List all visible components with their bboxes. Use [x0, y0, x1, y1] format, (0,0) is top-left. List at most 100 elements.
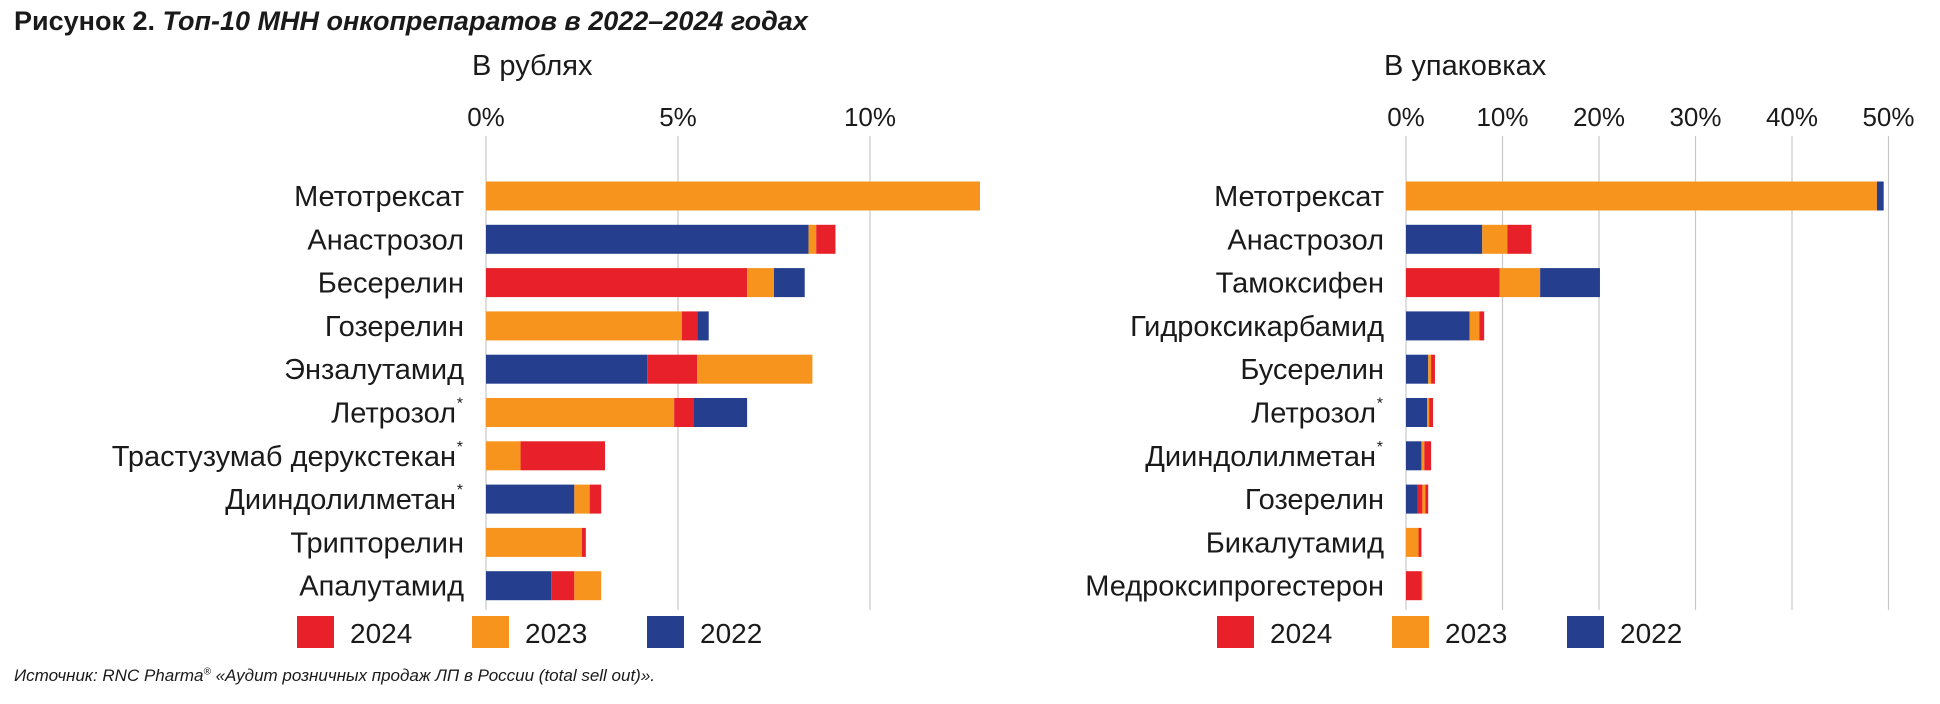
rub-bar-segment-2024	[589, 484, 602, 514]
pack-bar-segment-2024	[1425, 484, 1429, 514]
pack-tick-label: 0%	[1387, 102, 1425, 132]
pack-category-label: Бикалутамид	[1206, 527, 1384, 559]
rub-bar-segment-2024	[816, 224, 836, 254]
rub-bar-segment-2022	[486, 224, 809, 254]
pack-bar-segment-2022	[1406, 354, 1429, 384]
pack-category-label: Летрозол	[1251, 398, 1376, 430]
rub-category-label: Энзалутамид	[284, 354, 464, 386]
rub-category-asterisk: *	[457, 482, 463, 499]
pack-bar-segment-2023	[1421, 441, 1425, 471]
rub-category-label: Апалутамид	[299, 571, 464, 603]
pack-bar-segment-2022	[1406, 398, 1428, 427]
pack-tick-label: 50%	[1862, 102, 1914, 132]
pack-bar-segment-2022	[1406, 441, 1422, 471]
pack-legend-swatch-2024	[1217, 616, 1254, 648]
pack-bar-segment-2024	[1406, 571, 1422, 601]
figure-number: Рисунок 2.	[14, 6, 155, 36]
pack-bar-segment-2022	[1540, 268, 1600, 298]
chart-packages: В упаковках 0% 10% 20% 30% 40% 50% Метотрексат…	[940, 40, 1930, 660]
pack-bar-segment-2024	[1431, 354, 1435, 384]
rub-bar-segment-2023	[574, 484, 590, 514]
rub-category-label: Гозерелин	[325, 311, 464, 343]
chart-packages-svg: 0% 10% 20% 30% 40% 50% Метотрексат Анастрозол Та…	[1085, 102, 1914, 649]
pack-bar-segment-2023	[1406, 181, 1877, 211]
rub-legend-swatch-2024	[297, 616, 334, 648]
chart-rubles: В рублях 0%5%10%15%20%25%МетотрексатАнас…	[0, 40, 980, 660]
pack-bar-segment-2024	[1406, 268, 1500, 298]
source-rest: «Аудит розничных продаж ЛП в России (tot…	[210, 666, 656, 685]
pack-legend-swatch-2022	[1567, 616, 1604, 648]
pack-category-label: Бусерелин	[1240, 354, 1384, 386]
pack-bar-segment-2023	[1427, 398, 1430, 427]
pack-category-label: Дииндолилметан	[1145, 441, 1376, 473]
rub-category-label: Трипторелин	[290, 527, 464, 559]
pack-bar-segment-2022	[1406, 484, 1418, 514]
rub-bar-segment-2022	[693, 398, 748, 427]
pack-category-asterisk: *	[1377, 439, 1383, 456]
rub-legend-swatch-2022	[647, 616, 684, 648]
source-note: Источник: RNC Pharma® «Аудит розничных п…	[14, 666, 655, 686]
rub-legend-label-2023: 2023	[525, 618, 587, 649]
pack-bar-segment-2024	[1507, 224, 1532, 254]
rub-tick-label: 5%	[659, 102, 697, 132]
rub-bar-segment-2023	[486, 398, 675, 427]
pack-category-label: Гидроксикарбамид	[1130, 311, 1384, 343]
pack-bar-segment-2023	[1469, 311, 1480, 341]
pack-bar-segment-2022	[1876, 181, 1884, 211]
pack-bar-segment-2022	[1406, 224, 1483, 254]
pack-bar-segment-2022	[1406, 311, 1470, 341]
rub-legend-swatch-2023	[472, 616, 509, 648]
rub-bar-segment-2023	[486, 311, 682, 341]
rub-bar-segment-2024	[551, 571, 575, 601]
pack-bar-segment-2024	[1429, 398, 1434, 427]
rub-bar-segment-2022	[486, 354, 648, 384]
rub-bar-segment-2022	[697, 311, 709, 341]
pack-tick-label: 10%	[1476, 102, 1528, 132]
rub-bar-segment-2023	[486, 527, 582, 557]
pack-bar-segment-2024	[1424, 441, 1432, 471]
pack-bar-segment-2024	[1418, 527, 1422, 557]
figure-title-text: Топ-10 МНН онкопрепаратов в 2022–2024 го…	[162, 6, 808, 36]
rub-bar-segment-2023	[486, 181, 980, 211]
rub-bar-segment-2024	[582, 527, 586, 557]
rub-bar-segment-2024	[647, 354, 698, 384]
pack-legend-label-2023: 2023	[1445, 618, 1507, 649]
pack-legend-swatch-2023	[1392, 616, 1429, 648]
rub-bar-segment-2024	[520, 441, 606, 471]
rub-bar-segment-2024	[681, 311, 698, 341]
registered-mark: ®	[203, 666, 211, 678]
rub-category-label: Анастрозол	[307, 224, 464, 256]
rub-bar-segment-2023	[808, 224, 817, 254]
rub-category-label: Бесерелин	[318, 268, 464, 300]
pack-category-label: Метотрексат	[1214, 181, 1384, 213]
rub-bar-segment-2023	[574, 571, 602, 601]
rub-tick-label: 10%	[844, 102, 896, 132]
rub-bar-segment-2023	[747, 268, 774, 298]
rub-category-asterisk: *	[457, 396, 463, 413]
rub-bar-segment-2022	[486, 571, 552, 601]
rub-bar-segment-2024	[674, 398, 694, 427]
rub-bar-segment-2024	[486, 268, 748, 298]
pack-category-asterisk: *	[1377, 396, 1383, 413]
chart-rubles-svg: 0%5%10%15%20%25%МетотрексатАнастрозолБес…	[112, 102, 980, 649]
rub-bar-segment-2022	[774, 268, 805, 298]
pack-bar-segment-2023	[1428, 354, 1432, 384]
rub-bar-segment-2023	[697, 354, 813, 384]
rub-category-label: Метотрексат	[294, 181, 464, 213]
chart-packages-title: В упаковках	[1384, 50, 1547, 82]
pack-bar-segment-2024	[1417, 484, 1423, 514]
rub-category-label: Летрозол	[331, 398, 456, 430]
pack-tick-label: 20%	[1573, 102, 1625, 132]
rub-bar-segment-2022	[486, 484, 575, 514]
rub-legend-label-2024: 2024	[350, 618, 412, 649]
rub-category-asterisk: *	[457, 439, 463, 456]
rub-bar-segment-2023	[486, 441, 521, 471]
pack-bar-segment-2023	[1499, 268, 1541, 298]
pack-legend-label-2024: 2024	[1270, 618, 1332, 649]
rub-category-label: Дииндолилметан	[225, 484, 456, 516]
rub-legend-label-2022: 2022	[700, 618, 762, 649]
pack-bar-segment-2023	[1406, 527, 1419, 557]
pack-tick-label: 40%	[1766, 102, 1818, 132]
pack-category-label: Гозерелин	[1245, 484, 1384, 516]
source-text: Источник: RNC Pharma	[14, 666, 204, 685]
